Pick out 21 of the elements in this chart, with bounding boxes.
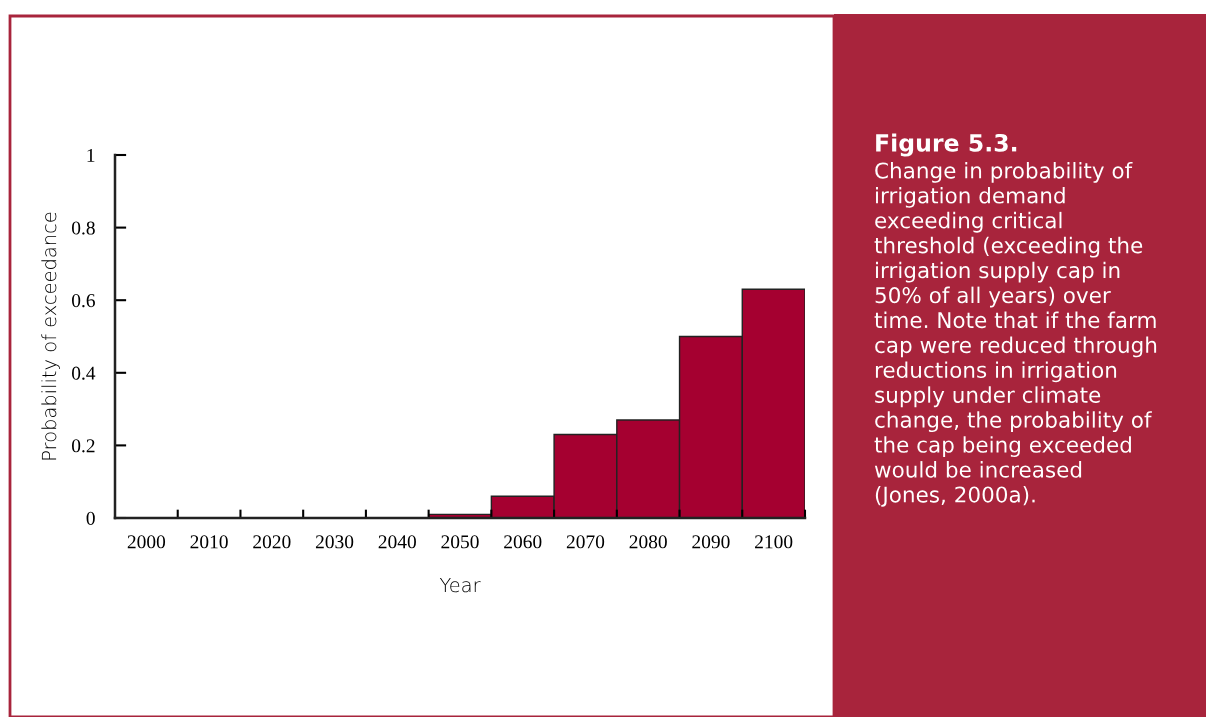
- x-tick-label: 2040: [378, 535, 416, 549]
- text: Figure 5.3.: [876, 133, 1017, 157]
- x-tick-label: 2020: [253, 535, 291, 549]
- x-tick-label: 2000: [127, 535, 166, 549]
- x-tick-label: 2090: [692, 535, 730, 549]
- y-tick-label: 0.4: [71, 366, 96, 380]
- x-tick-label: 2030: [315, 535, 354, 549]
- y-tick-label: 1: [87, 148, 95, 162]
- y-axis-title: Probability of exceedance: [41, 212, 60, 460]
- y-tick-label: 0.8: [71, 221, 95, 235]
- x-tick-label: 2050: [441, 535, 479, 549]
- y-tick-label: 0.2: [71, 439, 95, 453]
- y-tick-label: 0: [86, 511, 95, 525]
- x-tick-label: 2060: [504, 535, 542, 549]
- x-tick-label: 2080: [629, 535, 667, 549]
- x-tick-label: 2070: [566, 535, 605, 549]
- x-axis-title: Year: [439, 577, 481, 593]
- y-tick-label: 0.6: [71, 294, 95, 308]
- x-tick-label: 2100: [755, 535, 793, 549]
- x-tick-label: 2010: [190, 535, 228, 549]
- text: Change in probability of irrigation demand exceeding critical threshold (exceeding the irrigation supply cap in 50% of all years) over time. Note that if the farm cap were reduced through reductions in irrigation supply under climate change, the probability of the cap being exceeded would be increased (Jones, 2000a).: [874, 162, 1157, 507]
